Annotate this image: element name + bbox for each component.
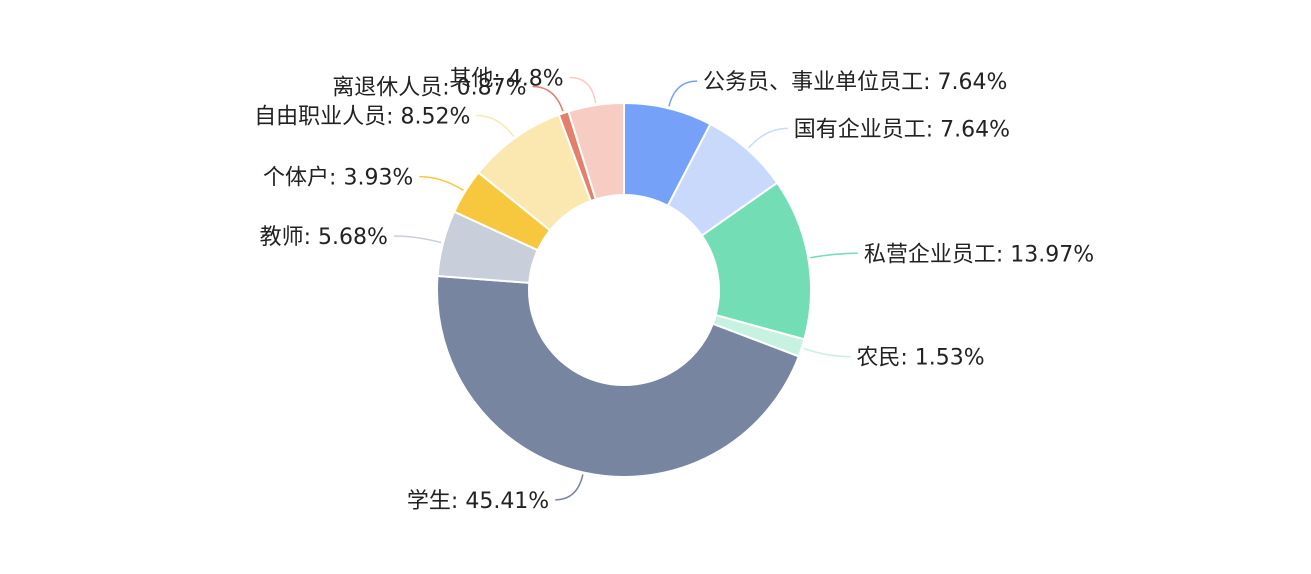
slice-7-label: 个体户: 3.93% [263,166,413,191]
slice-10-label: 其他: 4.8% [449,66,563,91]
slice-8-leader-line [476,114,515,138]
slice-10-leader-line [569,76,597,104]
slice-10[interactable] [567,101,625,201]
slice-6-leader-line [393,235,442,244]
slice-2-label: 国有企业员工: 7.64% [794,117,1010,142]
slice-3-leader-line [810,252,858,259]
slice-9-leader-line [532,85,564,112]
slice-1-label: 公务员、事业单位员工: 7.64% [703,70,1007,95]
slice-1-leader-line [668,80,698,107]
slice-6-label: 教师: 5.68% [260,225,388,250]
slice-9-label: 离退休人员: 0.87% [332,76,526,101]
slice-7-leader-line [419,175,464,191]
slices-layer [436,101,812,478]
slice-3-label: 私营企业员工: 13.97% [864,242,1094,267]
slice-5[interactable] [436,274,801,478]
slice-5-label: 学生: 45.41% [407,489,549,514]
slice-2-leader-line [748,127,788,149]
labels-layer: 公务员、事业单位员工: 7.64% 国有企业员工: 7.64% 私营企业员工: 13… [254,66,1094,513]
slice-4-label: 农民: 1.53% [856,346,984,371]
slice-8-label: 自由职业人员: 8.52% [254,105,470,130]
leader-lines-layer [393,76,858,501]
slice-4-leader-line [803,347,851,358]
slice-5-leader-line [555,474,584,501]
